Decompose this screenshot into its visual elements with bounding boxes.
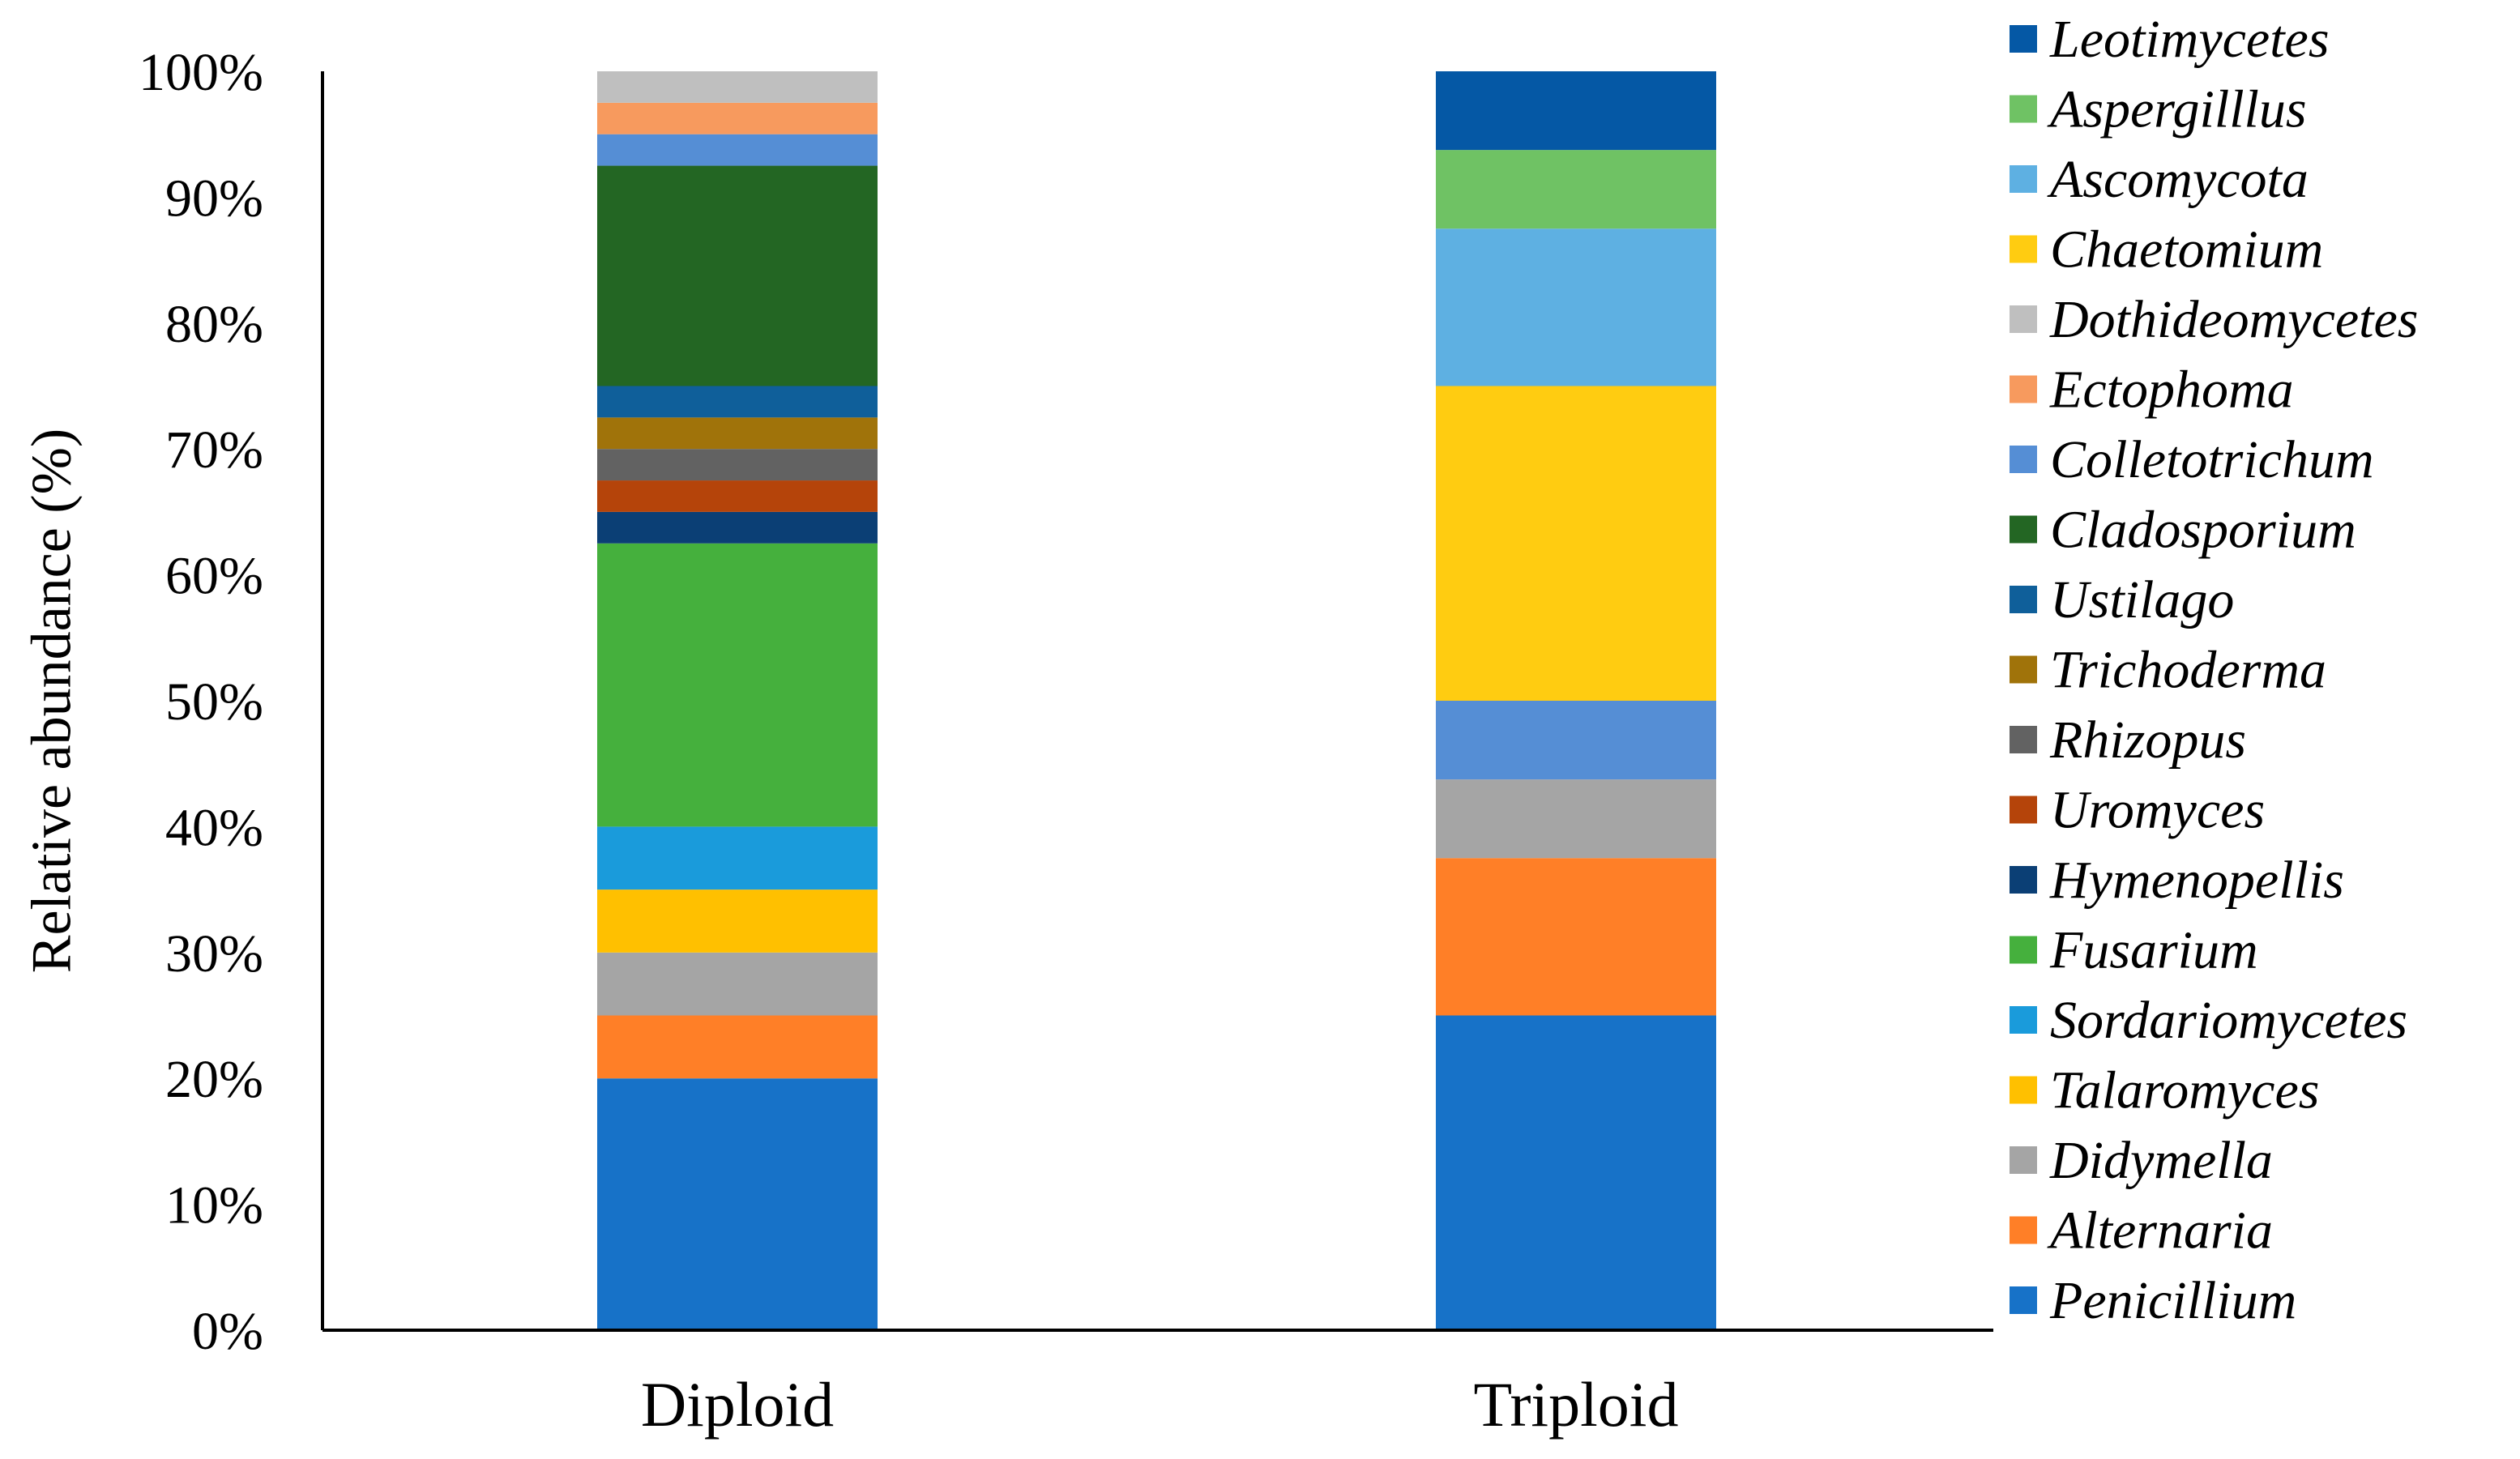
legend-swatch xyxy=(2010,1286,2037,1314)
y-tick-label: 0% xyxy=(192,1302,263,1361)
x-category-label: Triploid xyxy=(1474,1369,1679,1440)
legend-swatch xyxy=(2010,655,2037,684)
legend-swatch xyxy=(2010,866,2037,894)
bars xyxy=(597,71,1716,1330)
x-category-label: Diploid xyxy=(641,1369,834,1440)
bar-segment xyxy=(1436,150,1716,229)
legend-label: Sordariomycetes xyxy=(2050,991,2407,1050)
legend-label: Trichoderma xyxy=(2050,641,2326,700)
legend-label: Penicillium xyxy=(2049,1271,2296,1330)
bar-segment xyxy=(597,889,878,953)
legend-swatch xyxy=(2010,235,2037,263)
legend-label: Aspergilllus xyxy=(2047,80,2307,139)
legend-swatch xyxy=(2010,1076,2037,1104)
bar-segment xyxy=(1436,779,1716,859)
bar-segment xyxy=(597,1015,878,1079)
bar-segment xyxy=(597,952,878,1016)
y-axis-ticks: 0% 10% 20% 30% 40% 50% 60% 70% 80% 90% 100% xyxy=(139,43,263,1361)
bar-segment xyxy=(597,449,878,481)
legend-swatch xyxy=(2010,446,2037,473)
bar-segment xyxy=(597,826,878,890)
legend-label: Alternaria xyxy=(2047,1201,2273,1261)
legend-label: Didymella xyxy=(2049,1131,2273,1190)
bar-segment xyxy=(597,134,878,166)
legend-swatch xyxy=(2010,1006,2037,1034)
bar-segment xyxy=(597,102,878,134)
legend-label: Ascomycota xyxy=(2047,150,2309,209)
bar-segment xyxy=(597,165,878,386)
legend-label: Ustilago xyxy=(2050,570,2234,629)
legend-swatch xyxy=(2010,25,2037,53)
legend-swatch xyxy=(2010,1146,2037,1174)
y-tick-label: 90% xyxy=(165,169,263,228)
bar-segment xyxy=(1436,1015,1716,1330)
legend-swatch xyxy=(2010,796,2037,824)
y-tick-label: 30% xyxy=(165,924,263,983)
y-tick-label: 100% xyxy=(139,43,263,102)
bar-segment xyxy=(1436,858,1716,1016)
legend-swatch xyxy=(2010,165,2037,193)
legend-label: Hymenopellis xyxy=(2049,851,2344,910)
legend-swatch xyxy=(2010,515,2037,544)
y-tick-label: 70% xyxy=(165,420,263,480)
y-tick-label: 40% xyxy=(165,798,263,857)
legend-label: Talaromyces xyxy=(2050,1061,2319,1120)
legend-label: Leotimycetes xyxy=(2049,10,2330,69)
legend-label: Uromyces xyxy=(2050,781,2265,840)
bar-segment xyxy=(597,543,878,827)
legend-label: Fusarium xyxy=(2049,921,2258,980)
legend-label: Cladosporium xyxy=(2050,501,2356,560)
y-axis-label: Relative abundance (%) xyxy=(21,429,83,973)
bar-segment xyxy=(597,1078,878,1330)
bar-segment xyxy=(597,480,878,512)
y-tick-label: 20% xyxy=(165,1050,263,1109)
bar-segment xyxy=(1436,701,1716,780)
legend-swatch xyxy=(2010,586,2037,613)
x-axis-categories: Diploid Triploid xyxy=(641,1369,1679,1440)
bar-segment xyxy=(1436,228,1716,386)
y-tick-label: 60% xyxy=(165,547,263,606)
legend-label: Dothideomycetes xyxy=(2049,290,2419,349)
bar-segment xyxy=(1436,71,1716,151)
legend: Leotimycetes Aspergilllus Ascomycota Chaeto… xyxy=(2010,10,2419,1330)
y-tick-label: 50% xyxy=(165,672,263,732)
y-tick-label: 10% xyxy=(165,1176,263,1235)
y-tick-label: 80% xyxy=(165,295,263,354)
legend-swatch xyxy=(2010,1216,2037,1244)
legend-swatch xyxy=(2010,375,2037,403)
legend-label: Chaetomium xyxy=(2050,220,2323,279)
legend-swatch xyxy=(2010,95,2037,123)
legend-swatch xyxy=(2010,305,2037,333)
bar-segment xyxy=(597,386,878,418)
bar-segment xyxy=(597,417,878,450)
legend-label: Ectophoma xyxy=(2049,360,2294,420)
legend-swatch xyxy=(2010,936,2037,964)
bar-segment xyxy=(597,71,878,103)
legend-label: Colletotrichum xyxy=(2050,430,2374,489)
bar-segment xyxy=(597,511,878,544)
legend-swatch xyxy=(2010,726,2037,753)
legend-label: Rhizopus xyxy=(2049,710,2246,770)
bar-segment xyxy=(1436,386,1716,701)
